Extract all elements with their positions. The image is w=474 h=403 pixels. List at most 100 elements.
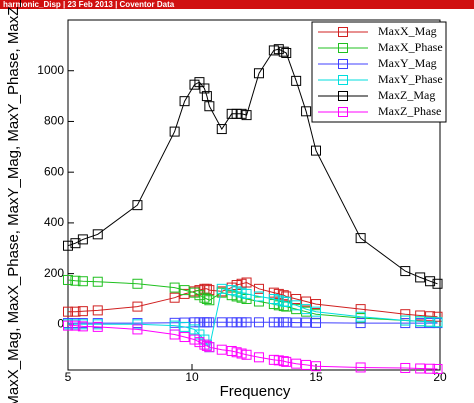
point-marker bbox=[241, 277, 252, 288]
point-marker bbox=[432, 311, 443, 322]
point-marker bbox=[132, 301, 143, 312]
point-marker bbox=[169, 292, 180, 303]
legend-marker bbox=[338, 59, 348, 69]
y-tick-label: 800 bbox=[44, 114, 64, 128]
legend-label: MaxZ_Mag bbox=[378, 88, 435, 102]
header-bar bbox=[0, 0, 474, 9]
series-line bbox=[68, 288, 438, 349]
point-marker bbox=[179, 332, 190, 343]
series-line bbox=[68, 325, 438, 370]
point-marker bbox=[241, 317, 252, 328]
header-text: harmonic_Disp | 23 Feb 2013 | Coventor D… bbox=[3, 0, 175, 9]
series-line bbox=[68, 321, 438, 324]
point-marker bbox=[291, 358, 302, 369]
point-marker bbox=[204, 295, 215, 306]
plot-frame bbox=[67, 19, 441, 371]
point-marker bbox=[425, 363, 436, 374]
point-marker bbox=[281, 356, 292, 367]
point-marker bbox=[253, 317, 264, 328]
point-marker bbox=[204, 342, 215, 353]
point-marker bbox=[70, 306, 81, 317]
y-tick-label: 1000 bbox=[37, 63, 64, 77]
point-marker bbox=[400, 266, 411, 277]
series-line bbox=[67, 279, 438, 323]
point-marker bbox=[70, 320, 81, 331]
point-marker bbox=[241, 110, 252, 121]
legend-label: MaxY_Mag bbox=[378, 56, 437, 70]
x-tick-label: 5 bbox=[65, 370, 72, 384]
y-axis-label: MaxX_Mag, MaxX_Phase, MaxY_Mag, MaxY_Pha… bbox=[5, 0, 22, 403]
point-marker bbox=[132, 278, 143, 289]
point-marker bbox=[253, 283, 264, 294]
point-marker bbox=[291, 300, 302, 311]
point-marker bbox=[425, 316, 436, 327]
point-marker bbox=[253, 291, 264, 302]
point-marker bbox=[415, 363, 426, 374]
point-marker bbox=[291, 75, 302, 86]
point-marker bbox=[179, 96, 190, 107]
point-marker bbox=[77, 306, 88, 317]
point-marker bbox=[400, 315, 411, 326]
legend-label: MaxX_Mag bbox=[378, 24, 437, 38]
point-marker bbox=[291, 293, 302, 304]
point-marker bbox=[311, 145, 321, 156]
point-marker bbox=[281, 317, 292, 328]
point-marker bbox=[201, 340, 212, 351]
legend-marker bbox=[338, 43, 348, 53]
point-marker bbox=[425, 276, 436, 287]
point-marker bbox=[216, 317, 227, 328]
point-marker bbox=[311, 299, 321, 310]
legend-marker bbox=[338, 107, 348, 117]
point-marker bbox=[241, 349, 252, 360]
point-marker bbox=[63, 274, 73, 285]
point-marker bbox=[253, 68, 264, 79]
point-marker bbox=[169, 126, 180, 137]
point-marker bbox=[63, 320, 73, 331]
point-marker bbox=[415, 272, 426, 283]
x-tick-label: 20 bbox=[433, 370, 447, 384]
point-marker bbox=[92, 305, 103, 316]
point-marker bbox=[281, 47, 292, 58]
point-marker bbox=[281, 291, 292, 302]
point-marker bbox=[415, 316, 426, 327]
point-marker bbox=[301, 317, 312, 328]
y-tick-label: 200 bbox=[44, 266, 64, 280]
point-marker bbox=[63, 306, 73, 317]
legend-marker bbox=[338, 75, 348, 85]
point-marker bbox=[432, 363, 443, 374]
point-marker bbox=[253, 352, 264, 363]
point-marker bbox=[63, 240, 73, 251]
point-marker bbox=[77, 234, 88, 245]
point-marker bbox=[132, 324, 143, 335]
y-tick-label: 0 bbox=[57, 317, 64, 331]
point-marker bbox=[301, 304, 312, 315]
series-line bbox=[68, 281, 438, 318]
point-marker bbox=[400, 362, 411, 373]
x-axis-label: Frequency bbox=[220, 383, 291, 400]
point-marker bbox=[92, 321, 103, 332]
x-tick-label: 15 bbox=[309, 370, 323, 384]
point-marker bbox=[311, 361, 321, 372]
point-marker bbox=[278, 356, 289, 367]
legend-marker bbox=[338, 91, 348, 101]
series-line bbox=[67, 48, 438, 285]
point-marker bbox=[204, 317, 215, 328]
point-marker bbox=[132, 200, 143, 211]
y-tick-label: 400 bbox=[44, 215, 64, 229]
point-marker bbox=[201, 293, 212, 304]
point-marker bbox=[278, 46, 289, 57]
point-marker bbox=[301, 359, 312, 370]
legend-label: MaxZ_Phase bbox=[378, 104, 441, 118]
point-marker bbox=[301, 106, 312, 117]
legend-box bbox=[311, 21, 447, 123]
point-marker bbox=[169, 329, 180, 340]
point-marker bbox=[355, 311, 366, 322]
point-marker bbox=[77, 321, 88, 332]
point-marker bbox=[216, 124, 227, 135]
point-marker bbox=[278, 296, 289, 307]
point-marker bbox=[311, 317, 321, 328]
legend-label: MaxY_Phase bbox=[378, 72, 443, 86]
point-marker bbox=[301, 296, 312, 307]
x-tick-label: 10 bbox=[185, 370, 199, 384]
point-marker bbox=[92, 276, 103, 287]
